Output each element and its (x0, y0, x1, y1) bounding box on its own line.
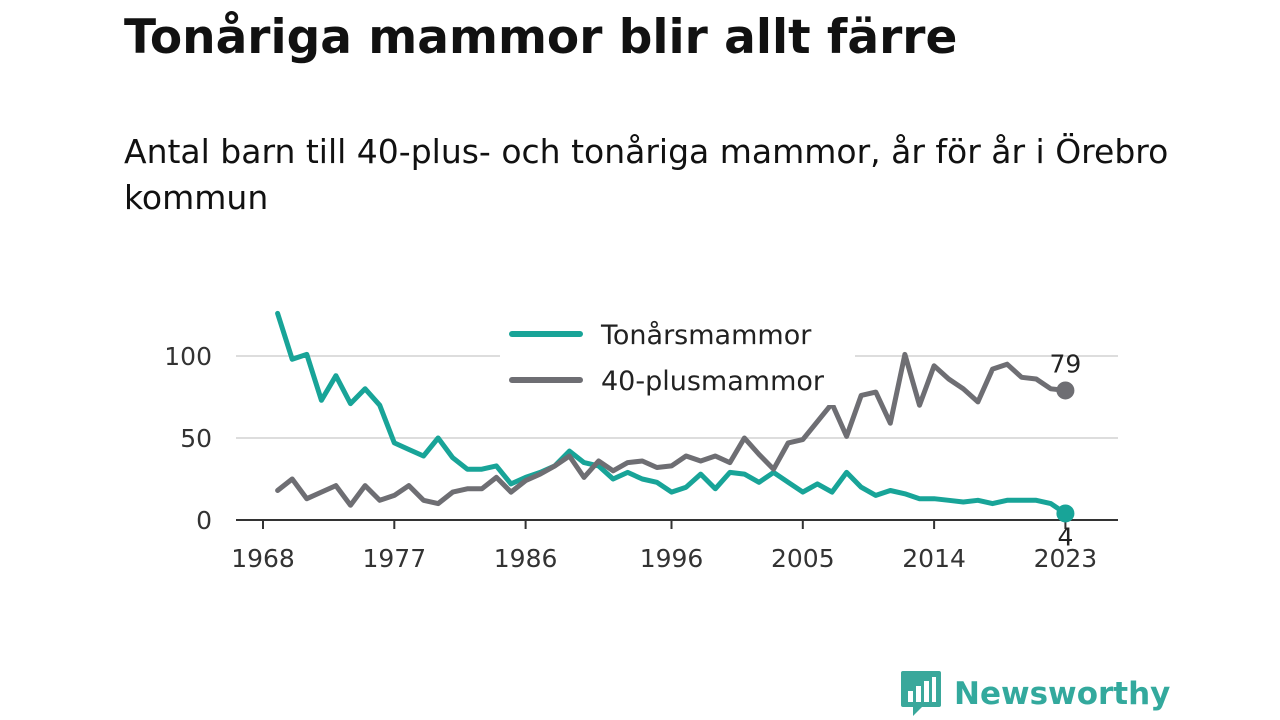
legend: Tonårsmammor 40-plusmammor (500, 313, 855, 405)
y-axis-ticks: 0 50 100 (164, 342, 212, 535)
brand-name: Newsworthy (954, 676, 1171, 712)
legend-label-1: Tonårsmammor (600, 320, 812, 351)
series-lines (275, 310, 1075, 523)
x-tick-label-1977: 1977 (362, 544, 426, 573)
x-tick-label-1986: 1986 (494, 544, 558, 573)
series-line-1 (275, 310, 1068, 516)
series-end-point-2 (1056, 381, 1075, 400)
series-end-label-2: 79 (1050, 349, 1082, 378)
y-tick-label-0: 0 (196, 506, 212, 535)
x-tick-label-1968: 1968 (231, 544, 295, 573)
brand-footer: Newsworthy (900, 668, 1170, 720)
x-tick-label-1996: 1996 (640, 544, 704, 573)
series-end-point-1 (1056, 504, 1075, 523)
series-line-2 (275, 351, 1068, 508)
x-tick-label-2014: 2014 (902, 544, 966, 573)
legend-label-2: 40-plusmammor (601, 366, 825, 397)
x-axis: 1968 1977 1986 1996 2005 2014 2023 (231, 519, 1118, 573)
y-tick-label-100: 100 (164, 342, 212, 371)
y-tick-label-50: 50 (180, 424, 212, 453)
x-tick-label-2005: 2005 (771, 544, 835, 573)
legend-background (500, 313, 855, 405)
x-tick-label-2023: 2023 (1034, 544, 1098, 573)
end-labels: 4 79 (1050, 349, 1082, 551)
newsworthy-logo-icon (901, 671, 941, 716)
chart-subtitle: Antal barn till 40-plus- och tonåriga ma… (124, 132, 1169, 217)
series-end-label-1: 4 (1057, 522, 1073, 551)
chart-title: Tonåriga mammor blir allt färre (124, 10, 958, 65)
